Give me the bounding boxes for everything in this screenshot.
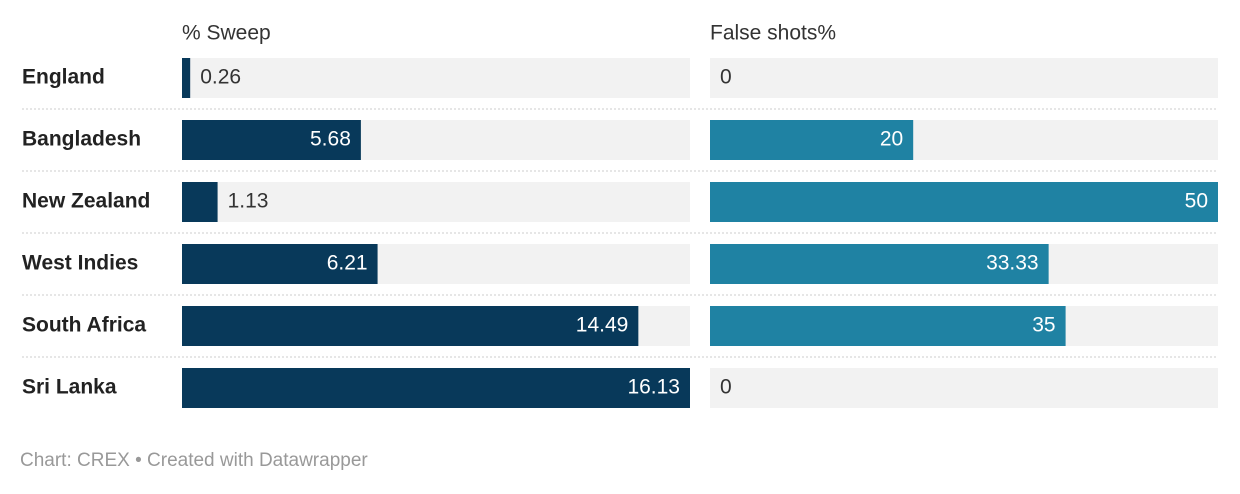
value-label: 20 [880, 128, 903, 151]
category-label: Sri Lanka [22, 376, 117, 399]
value-label: 0.26 [200, 66, 241, 89]
value-label: 35 [1032, 314, 1055, 337]
bar [182, 244, 378, 284]
panel-header: % Sweep [182, 22, 271, 45]
bar-track [182, 182, 690, 222]
bar [182, 120, 361, 160]
bar [710, 244, 1049, 284]
footer: Chart: CREX • Created with Datawrapper [20, 450, 368, 471]
value-label: 0 [720, 376, 732, 399]
category-label: England [22, 66, 105, 89]
value-label: 0 [720, 66, 732, 89]
category-label: New Zealand [22, 190, 150, 213]
bar [710, 182, 1218, 222]
value-label: 33.33 [986, 252, 1039, 275]
value-label: 5.68 [310, 128, 351, 151]
value-label: 6.21 [327, 252, 368, 275]
category-label: West Indies [22, 252, 138, 275]
value-label: 14.49 [576, 314, 629, 337]
bar [710, 120, 914, 160]
bar-track [710, 58, 1218, 98]
panel-header: False shots% [710, 22, 836, 45]
value-label: 50 [1185, 190, 1208, 213]
value-label: 16.13 [627, 376, 680, 399]
bar [182, 182, 218, 222]
category-label: South Africa [22, 314, 146, 337]
bar [182, 58, 191, 98]
bar [182, 368, 690, 408]
bar-track [182, 58, 690, 98]
value-label: 1.13 [228, 190, 269, 213]
bar-track [710, 368, 1218, 408]
category-label: Bangladesh [22, 128, 141, 151]
bar [182, 306, 639, 346]
bar [710, 306, 1066, 346]
